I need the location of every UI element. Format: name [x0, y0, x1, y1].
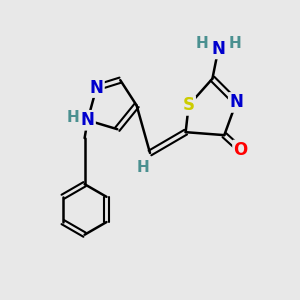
- Text: O: O: [233, 141, 248, 159]
- Text: H: H: [66, 110, 79, 125]
- Text: N: N: [81, 111, 94, 129]
- Text: N: N: [229, 93, 243, 111]
- Text: N: N: [212, 40, 225, 58]
- Text: H: H: [228, 35, 241, 50]
- Text: H: H: [136, 160, 149, 175]
- Text: H: H: [196, 35, 208, 50]
- Text: S: S: [183, 96, 195, 114]
- Text: N: N: [90, 79, 104, 97]
